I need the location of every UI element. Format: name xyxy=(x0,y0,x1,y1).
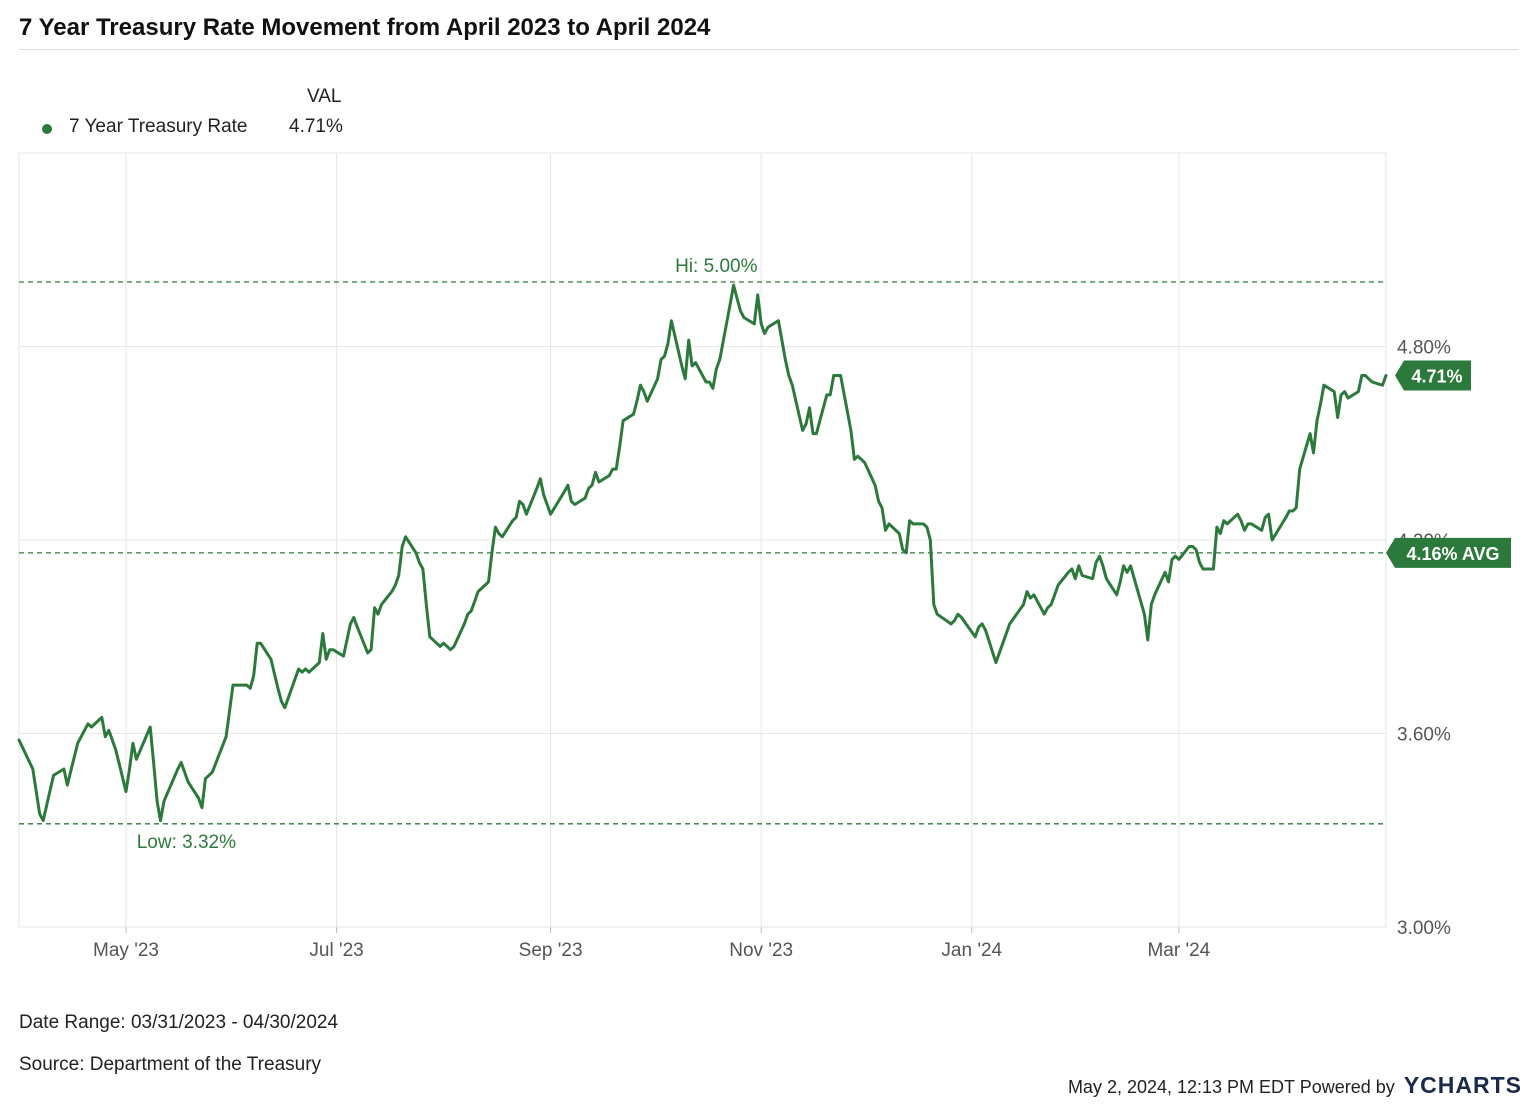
legend-series-name: 7 Year Treasury Rate xyxy=(69,116,248,137)
ycharts-logo[interactable]: YCHARTS xyxy=(1403,1072,1522,1098)
chart-grid xyxy=(18,152,1387,933)
powered-by: May 2, 2024, 12:13 PM EDT Powered by YCH… xyxy=(1068,1072,1522,1099)
legend-marker-icon xyxy=(42,124,52,134)
x-tick-label: May '23 xyxy=(93,940,159,961)
chart-title: 7 Year Treasury Rate Movement from April… xyxy=(19,14,711,41)
legend-header: VAL xyxy=(307,86,342,107)
value-badges: 4.71% 4.16% AVG xyxy=(1386,360,1511,568)
average-badge-label: 4.16% AVG xyxy=(1406,544,1499,564)
x-tick-label: Mar '24 xyxy=(1147,940,1210,961)
y-tick-label: 3.00% xyxy=(1397,918,1451,939)
legend-series-value: 4.71% xyxy=(289,116,343,137)
series-line-7-year-treasury-rate xyxy=(17,283,1388,823)
last-value-badge xyxy=(1395,360,1471,391)
source-note: Source: Department of the Treasury xyxy=(19,1054,322,1075)
last-value-badge-label: 4.71% xyxy=(1411,367,1462,387)
x-tick-label: Sep '23 xyxy=(519,940,583,961)
x-tick-label: Nov '23 xyxy=(729,940,793,961)
chart-area: Hi: 5.00%Low: 3.32% 3.00%3.60%4.20%4.80%… xyxy=(17,152,1511,962)
x-tick-label: Jan '24 xyxy=(941,940,1002,961)
y-tick-label: 4.80% xyxy=(1397,338,1451,359)
powered-by-label: Powered by xyxy=(1299,1077,1395,1097)
y-tick-label: 3.60% xyxy=(1397,725,1451,746)
title-divider xyxy=(19,49,1518,50)
high-label: Hi: 5.00% xyxy=(675,256,757,277)
date-range-note: Date Range: 03/31/2023 - 04/30/2024 xyxy=(19,1012,339,1033)
timestamp: May 2, 2024, 12:13 PM EDT xyxy=(1067,1077,1295,1097)
average-badge xyxy=(1386,537,1511,568)
x-tick-label: Jul '23 xyxy=(309,940,363,961)
series-layer xyxy=(17,283,1388,823)
low-label: Low: 3.32% xyxy=(137,832,236,853)
reference-lines: Hi: 5.00% Low: 3.32% xyxy=(19,256,1392,853)
